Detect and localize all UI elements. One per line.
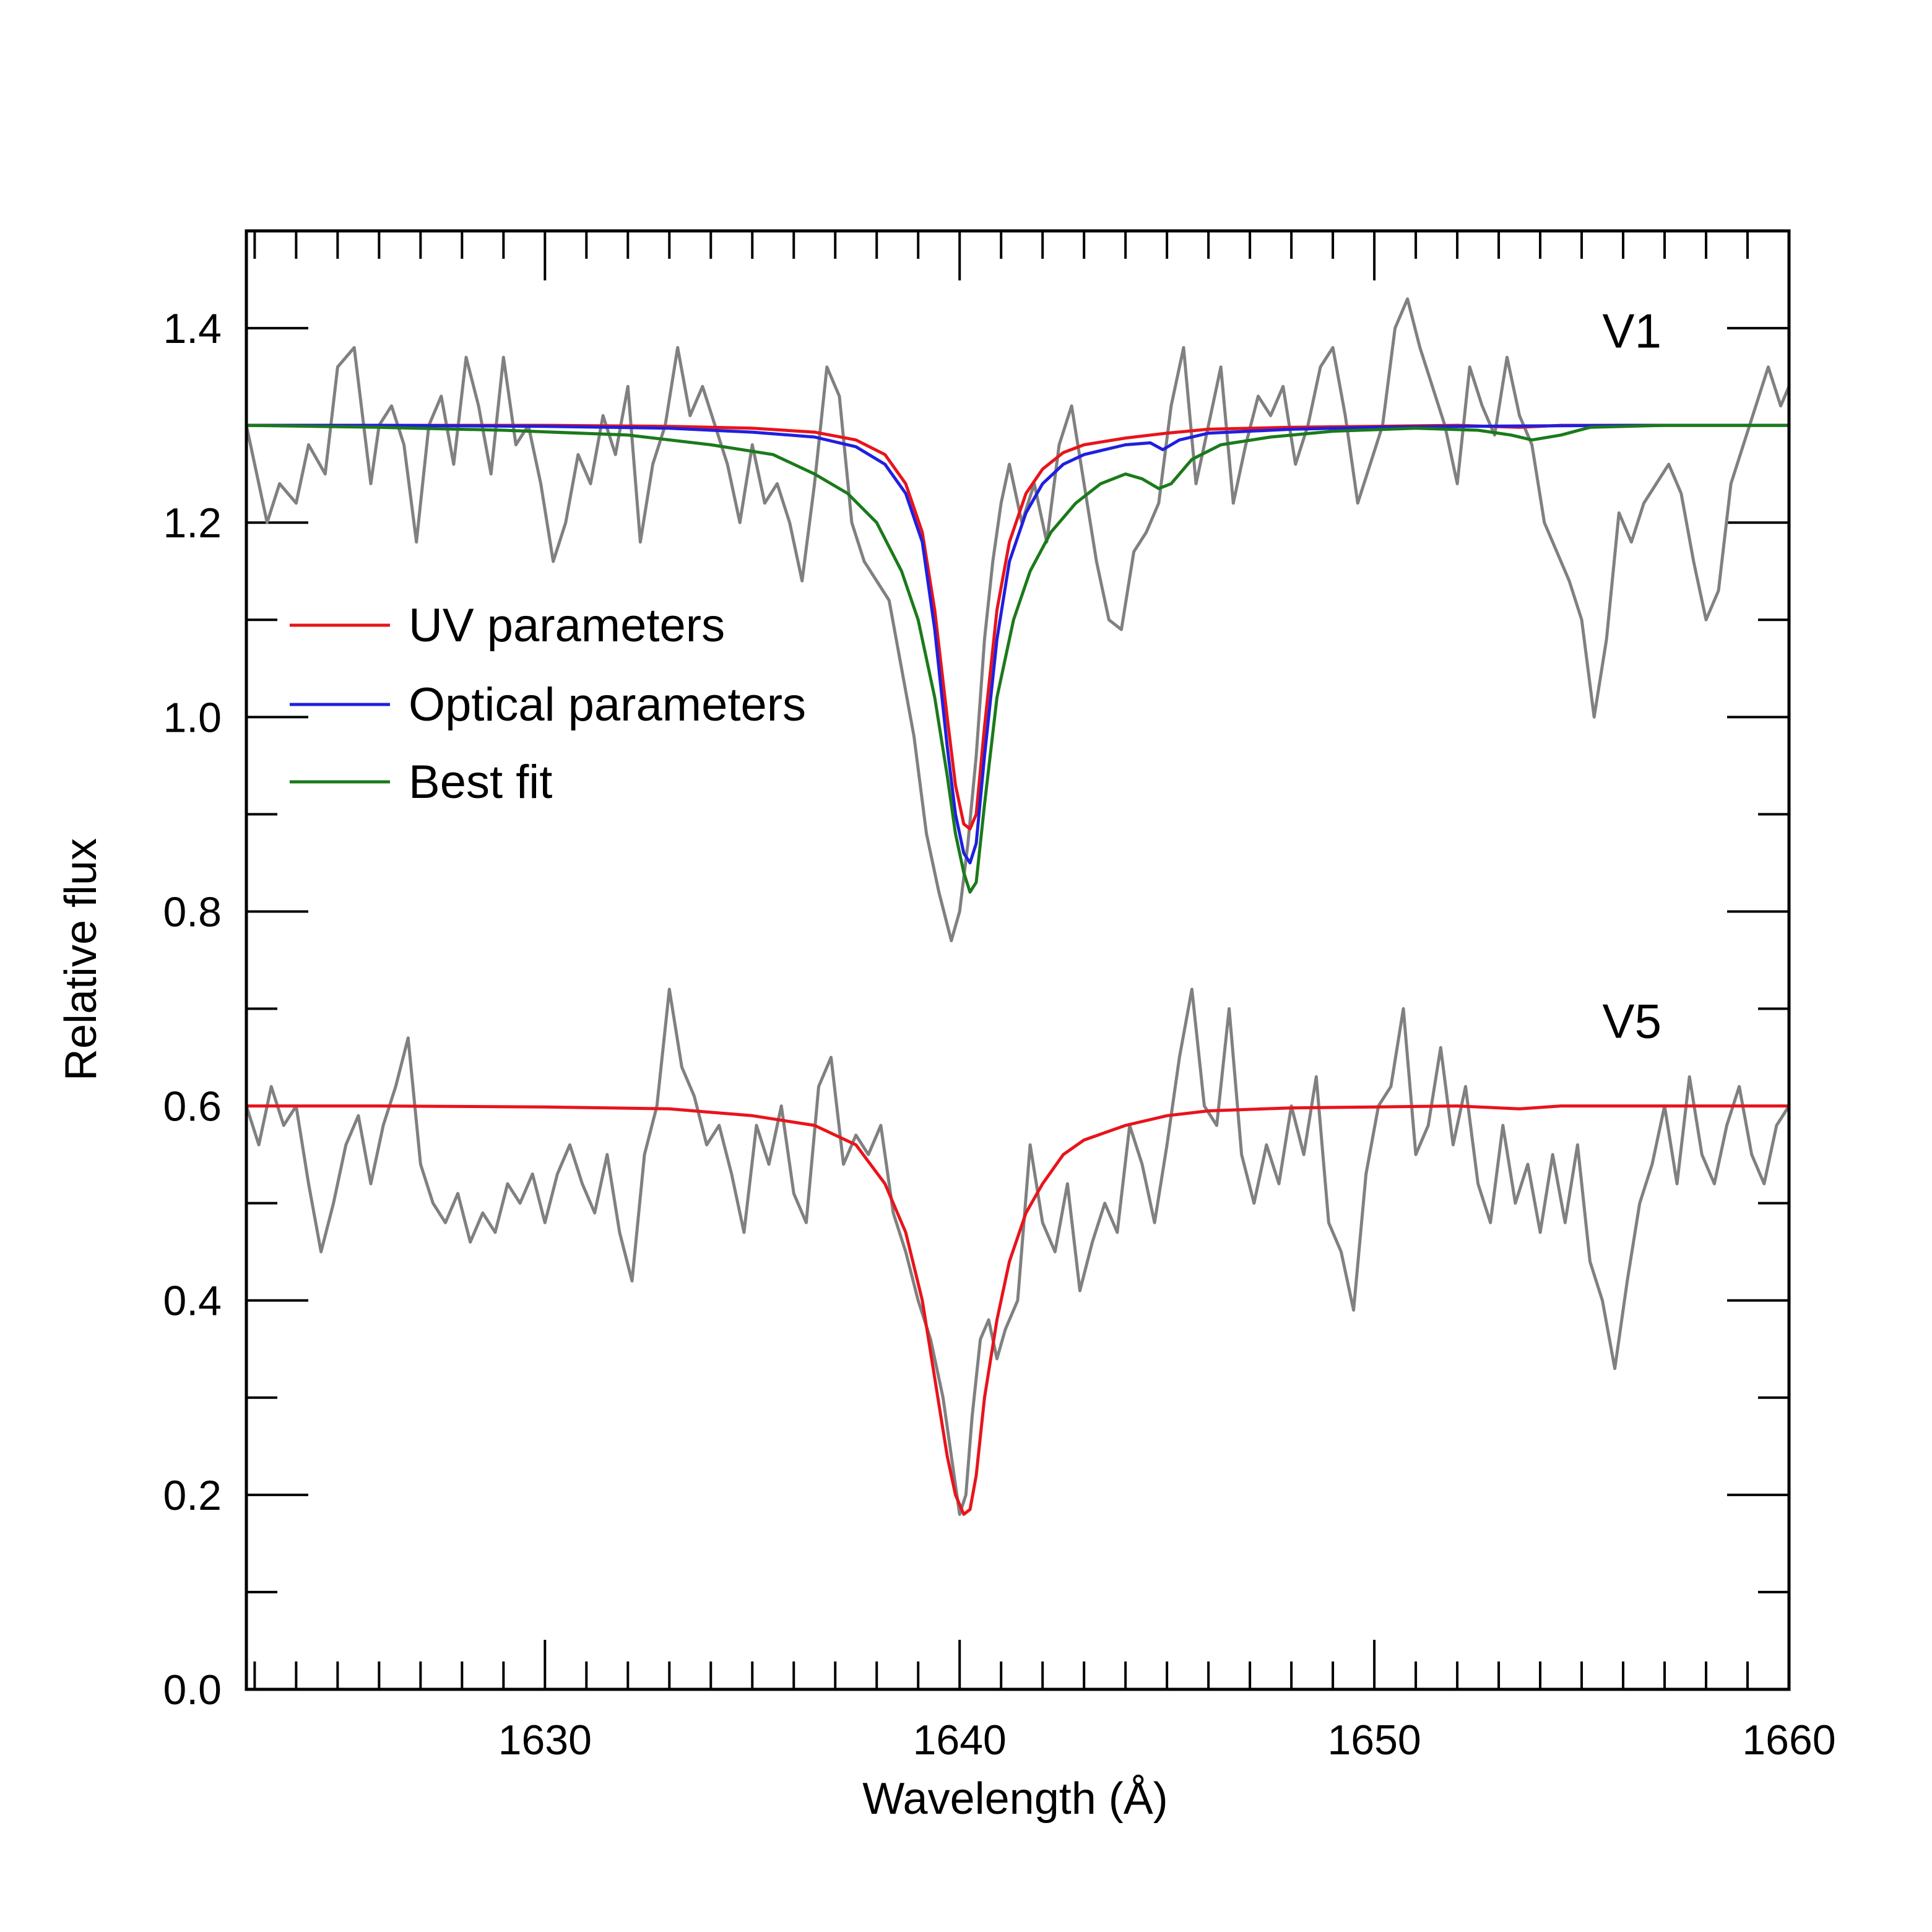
x-tick-label: 1650 xyxy=(1327,1717,1421,1764)
y-tick-label: 1.4 xyxy=(163,305,222,352)
y-tick-label: 1.2 xyxy=(163,500,222,547)
y-tick-label: 0.6 xyxy=(163,1083,222,1130)
legend-label-bestfit: Best fit xyxy=(409,756,552,808)
y-tick-label: 0.0 xyxy=(163,1666,222,1713)
y-tick-label: 0.8 xyxy=(163,888,222,935)
series-v5-observed xyxy=(245,987,1791,1516)
legend: UV parameters Optical parameters Best fi… xyxy=(290,599,806,808)
x-tick-label: 1630 xyxy=(498,1717,592,1764)
annotation-v1: V1 xyxy=(1603,303,1661,358)
legend-label-optical: Optical parameters xyxy=(409,678,806,731)
series-v1-observed xyxy=(245,297,1791,943)
y-axis-title: Relative flux xyxy=(56,838,106,1081)
y-tick-label: 1.0 xyxy=(163,694,222,741)
y-tick-label: 0.2 xyxy=(163,1472,222,1519)
x-axis-title: Wavelength (Å) xyxy=(862,1774,1168,1824)
x-tick-label: 1660 xyxy=(1742,1717,1835,1764)
x-tick-label: 1640 xyxy=(913,1717,1007,1764)
legend-label-uv: UV parameters xyxy=(409,599,725,652)
tick-labels: 1630 1640 1650 1660 0.0 0.2 0.4 0.6 0.8 1.0 1.2 1.4 xyxy=(163,305,1835,1764)
series-v1-optical-parameters xyxy=(246,423,1789,865)
annotation-v5: V5 xyxy=(1603,994,1661,1049)
plot-series xyxy=(245,297,1791,1516)
series-v1-best-fit xyxy=(246,423,1789,894)
plot-frame xyxy=(245,229,1791,1691)
y-tick-label: 0.4 xyxy=(163,1278,222,1325)
series-v5-uv-parameters xyxy=(246,1104,1789,1516)
